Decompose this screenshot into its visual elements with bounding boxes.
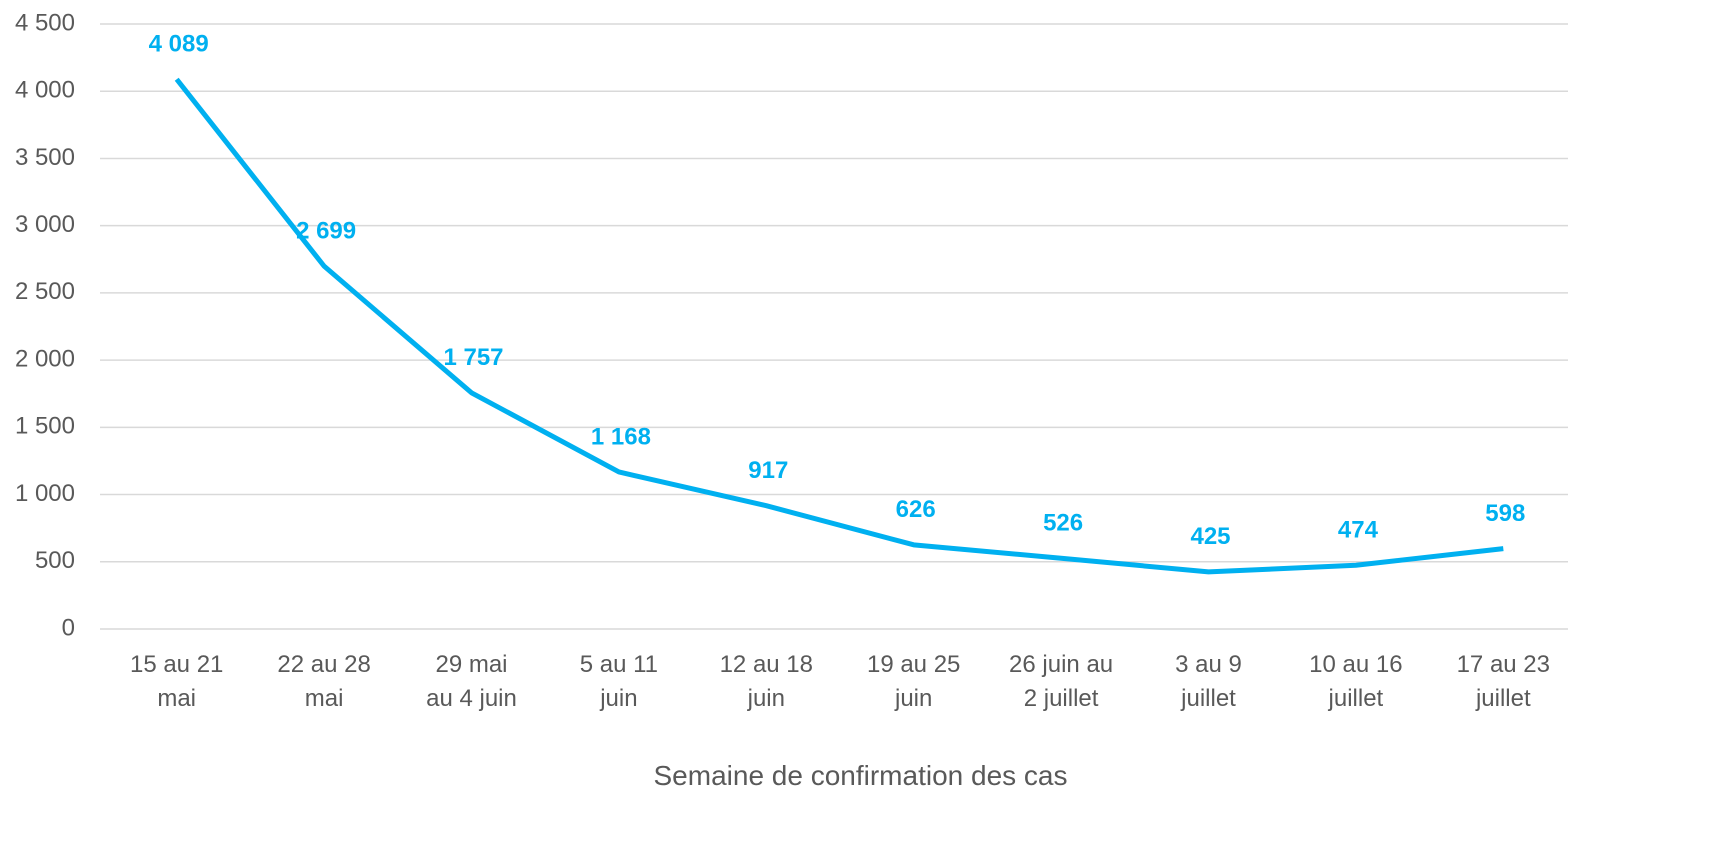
data-label: 425 [1190, 523, 1230, 550]
y-tick-label: 1 500 [15, 413, 75, 440]
x-tick-label: 29 mai au 4 juin [426, 651, 517, 712]
x-tick-label: 22 au 28 mai [277, 651, 371, 712]
data-label: 474 [1338, 517, 1379, 544]
data-label: 2 699 [296, 217, 356, 244]
x-tick-label: 26 juin au 2 juillet [1009, 651, 1114, 712]
y-tick-label: 2 500 [15, 278, 75, 305]
data-label: 526 [1043, 510, 1083, 537]
y-tick-label: 4 500 [15, 9, 75, 36]
y-tick-label: 3 500 [15, 144, 75, 171]
data-label: 626 [896, 496, 936, 523]
y-tick-label: 500 [35, 547, 75, 574]
x-tick-label: 12 au 18 juin [719, 651, 813, 712]
y-tick-label: 1 000 [15, 480, 75, 507]
x-tick-label: 19 au 25 juin [866, 651, 961, 712]
x-tick-label: 17 au 23 juillet [1456, 651, 1550, 712]
data-label: 1 168 [591, 423, 651, 450]
x-tick-label: 15 au 21 mai [129, 651, 224, 712]
y-tick-label: 2 000 [15, 345, 75, 372]
series-line [174, 77, 1504, 575]
y-tick-label: 0 [62, 614, 75, 641]
x-axis-title: Semaine de confirmation des cas [653, 760, 1068, 791]
x-tick-label: 10 au 16 juillet [1309, 651, 1403, 712]
data-label: 4 089 [149, 31, 209, 58]
data-label: 598 [1485, 500, 1525, 527]
y-tick-label: 3 000 [15, 211, 75, 238]
y-tick-label: 4 000 [15, 77, 75, 104]
x-tick-label: 5 au 11 juin [579, 651, 659, 712]
data-label: 1 757 [443, 344, 503, 371]
data-label: 917 [748, 457, 788, 484]
x-tick-label: 3 au 9 juillet [1175, 651, 1242, 712]
